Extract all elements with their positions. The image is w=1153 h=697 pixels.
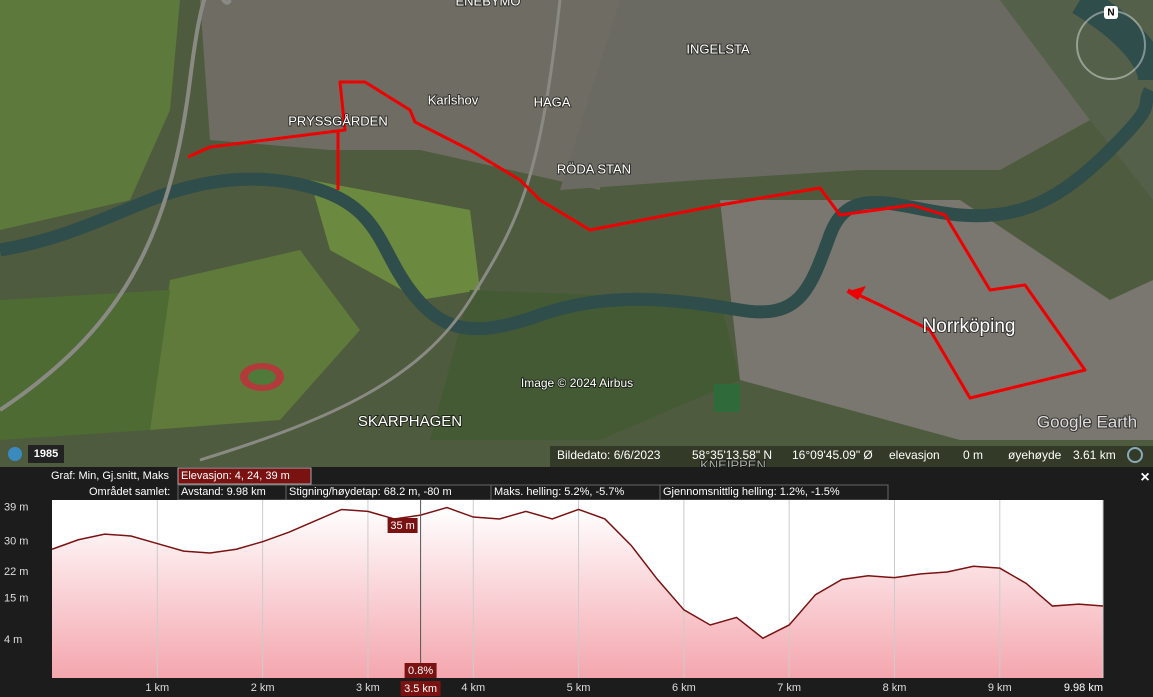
- map-label: Karlshov: [428, 92, 479, 107]
- status-date: Bildedato: 6/6/2023: [557, 448, 661, 462]
- search-icon[interactable]: [1127, 447, 1143, 463]
- historical-year-box[interactable]: [28, 445, 64, 463]
- elevation-summary-box[interactable]: [177, 467, 312, 485]
- cursor-slope: 0.8%: [408, 665, 433, 677]
- x-tick-label: 9.98 km: [1064, 682, 1103, 694]
- compass-north[interactable]: N: [1107, 8, 1114, 19]
- historical-year[interactable]: 1985: [34, 448, 58, 460]
- x-tick-label: 7 km: [777, 682, 801, 694]
- area-fill: [52, 507, 1103, 678]
- close-button[interactable]: ×: [1140, 469, 1149, 486]
- historical-imagery-icon[interactable]: [8, 447, 22, 461]
- map-label: SKARPHAGEN: [358, 413, 462, 430]
- cursor-slope-box: [404, 663, 437, 678]
- map-label: HAGA: [534, 94, 571, 109]
- map-label: PRYSSGÅRDEN: [288, 113, 387, 128]
- status-eye-label: øyehøyde: [1008, 448, 1062, 462]
- elevation-summary[interactable]: Elevasjon: 4, 24, 39 m: [181, 470, 290, 482]
- satellite-map[interactable]: ENEBYMO INGELSTA Karlshov HAGA PRYSSGÅRD…: [0, 0, 1153, 473]
- cursor-distance: 3.5 km: [404, 683, 437, 695]
- climb-stat: Stigning/høydetap: 68.2 m, -80 m: [289, 486, 452, 498]
- y-tick-label: 39 m: [4, 501, 28, 513]
- graph-label: Graf: Min, Gj.snitt, Maks: [51, 470, 169, 482]
- cursor-distance-box: [400, 681, 441, 696]
- map-label: ENEBYMO: [455, 0, 520, 8]
- y-tick-label: 15 m: [4, 592, 28, 604]
- cursor-elevation-box: [387, 518, 418, 533]
- max-slope-stat: Maks. helling: 5.2%, -5.7%: [494, 486, 624, 498]
- x-tick-label: 8 km: [883, 682, 907, 694]
- status-bar: [550, 446, 1153, 467]
- x-tick-label: 1 km: [145, 682, 169, 694]
- route: [187, 80, 1087, 400]
- x-tick-label: 2 km: [251, 682, 275, 694]
- status-lon: 16°09'45.09" Ø: [792, 448, 873, 462]
- status-lat: 58°35'13.58" N: [692, 448, 772, 462]
- x-tick-label: 6 km: [672, 682, 696, 694]
- map-label: INGELSTA: [686, 41, 750, 56]
- x-tick-label: 3 km: [356, 682, 380, 694]
- status-elevation: 0 m: [963, 448, 983, 462]
- distance-stat: Avstand: 9.98 km: [181, 486, 266, 498]
- elevation-line: [51, 506, 1104, 640]
- logo: Google Earth: [1037, 412, 1137, 431]
- x-tick-label: 4 km: [461, 682, 485, 694]
- map-label: Norrköping: [923, 316, 1016, 337]
- totals-label: Området samlet:: [89, 486, 170, 498]
- map-label: RÖDA STAN: [557, 161, 631, 176]
- y-tick-label: 30 m: [4, 536, 28, 548]
- x-tick-label: 9 km: [988, 682, 1012, 694]
- y-tick-label: 22 m: [4, 566, 28, 578]
- x-tick-label: 5 km: [567, 682, 591, 694]
- y-tick-label: 4 m: [4, 634, 22, 646]
- status-elevation-label: elevasjon: [889, 448, 940, 462]
- status-eye: 3.61 km: [1073, 448, 1116, 462]
- route-marker: [846, 286, 866, 300]
- attribution: Image © 2024 Airbus: [521, 376, 633, 390]
- cursor-elevation: 35 m: [390, 520, 414, 532]
- avg-slope-stat: Gjennomsnittlig helling: 1.2%, -1.5%: [663, 486, 840, 498]
